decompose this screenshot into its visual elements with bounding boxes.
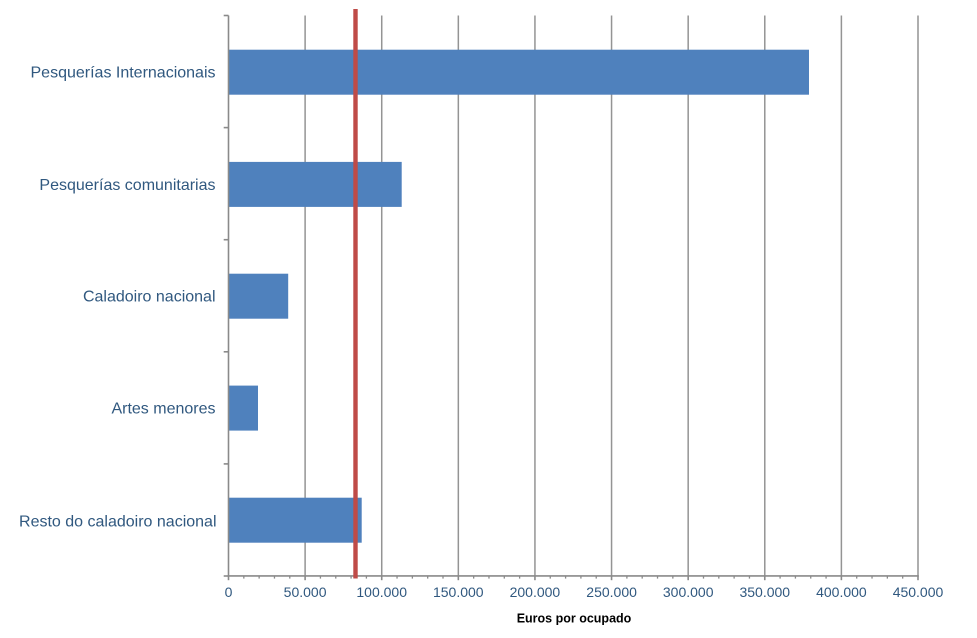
svg-text:400.000: 400.000 [816, 584, 867, 600]
svg-text:Pesquerías Internacionais: Pesquerías Internacionais [31, 65, 216, 82]
svg-text:Resto do caladoiro nacional: Resto do caladoiro nacional [19, 513, 216, 530]
svg-text:50.000: 50.000 [284, 584, 327, 600]
svg-text:0: 0 [225, 584, 233, 600]
svg-text:350.000: 350.000 [739, 584, 790, 600]
svg-text:Pesquerías comunitarias: Pesquerías comunitarias [39, 177, 215, 194]
svg-text:Artes menores: Artes menores [111, 401, 215, 418]
svg-text:200.000: 200.000 [510, 584, 561, 600]
svg-text:300.000: 300.000 [663, 584, 714, 600]
svg-text:250.000: 250.000 [586, 584, 637, 600]
svg-text:150.000: 150.000 [433, 584, 484, 600]
svg-text:450.000: 450.000 [893, 584, 944, 600]
svg-text:100.000: 100.000 [356, 584, 407, 600]
svg-text:Euros por ocupado: Euros por ocupado [517, 611, 632, 625]
svg-text:Caladoiro nacional: Caladoiro nacional [83, 289, 216, 306]
